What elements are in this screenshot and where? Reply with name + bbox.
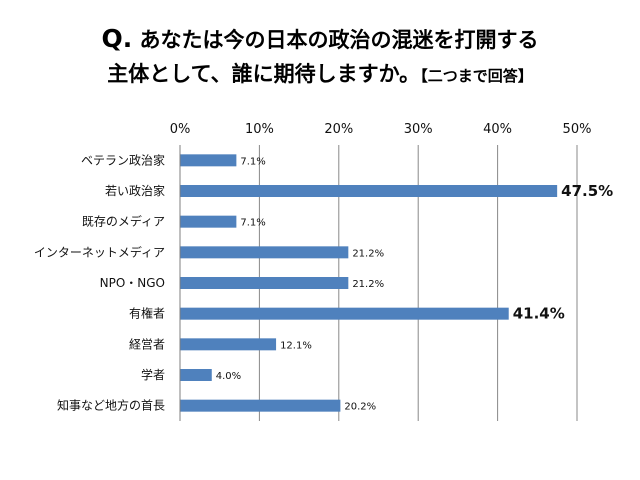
- data-label: 7.1%: [240, 218, 265, 229]
- data-label: 20.2%: [344, 402, 376, 413]
- x-tick-label: 0%: [170, 122, 191, 137]
- data-label: 21.2%: [352, 279, 384, 290]
- title-line-2: 主体として、誰に期待しますか。【二つまで回答】: [0, 57, 640, 93]
- title-line-1: Q. あなたは今の日本の政治の混迷を打開する: [0, 22, 640, 57]
- data-label: 12.1%: [280, 340, 312, 351]
- bar: [180, 154, 237, 167]
- category-label: 学者: [141, 367, 165, 382]
- bar: [180, 185, 558, 197]
- category-label: NPO・NGO: [100, 276, 165, 290]
- data-label: 21.2%: [352, 248, 384, 259]
- x-tick-label: 50%: [563, 122, 592, 137]
- data-label: 41.4%: [513, 305, 565, 323]
- category-label: 有権者: [129, 306, 165, 321]
- x-tick-label: 10%: [245, 122, 274, 137]
- category-label: 知事など地方の首長: [57, 398, 165, 413]
- title-note: 【二つまで回答】: [420, 67, 533, 85]
- chart-title: Q. あなたは今の日本の政治の混迷を打開する 主体として、誰に期待しますか。【二…: [0, 22, 640, 93]
- bar: [180, 246, 349, 259]
- bar: [180, 369, 212, 381]
- category-label: 若い政治家: [105, 183, 165, 198]
- bar: [180, 399, 341, 412]
- title-line-2-text: 主体として、誰に期待しますか。: [107, 62, 421, 86]
- bar: [180, 277, 349, 289]
- data-label: 7.1%: [240, 156, 265, 167]
- data-label: 47.5%: [561, 182, 613, 200]
- category-label: 経営者: [129, 337, 165, 351]
- bar: [180, 307, 509, 320]
- category-label: 既存のメディア: [82, 214, 165, 229]
- title-q-marker: Q.: [101, 24, 133, 53]
- category-label: ベテラン政治家: [81, 152, 165, 167]
- x-tick-label: 20%: [324, 122, 353, 137]
- category-label: インターネットメディア: [34, 244, 165, 259]
- bar: [180, 338, 277, 351]
- x-tick-label: 40%: [483, 122, 512, 137]
- title-line-1-text: あなたは今の日本の政治の混迷を打開する: [132, 28, 539, 52]
- bar: [180, 215, 237, 228]
- x-tick-label: 30%: [404, 122, 433, 137]
- data-label: 4.0%: [216, 371, 241, 382]
